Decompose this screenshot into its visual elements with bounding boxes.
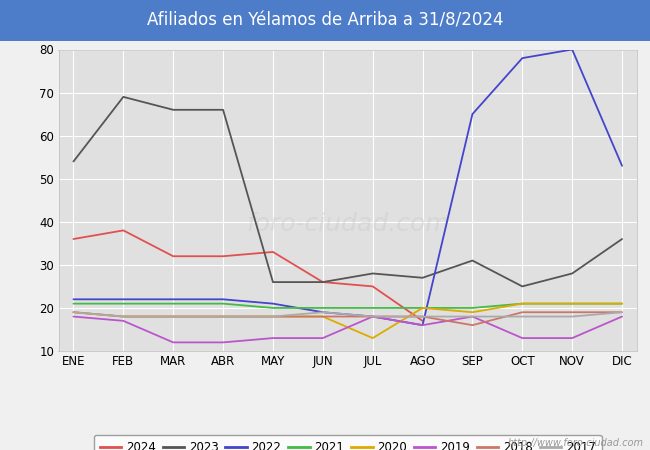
Text: Afiliados en Yélamos de Arriba a 31/8/2024: Afiliados en Yélamos de Arriba a 31/8/20… <box>147 11 503 29</box>
Legend: 2024, 2023, 2022, 2021, 2020, 2019, 2018, 2017: 2024, 2023, 2022, 2021, 2020, 2019, 2018… <box>94 435 602 450</box>
Text: http://www.foro-ciudad.com: http://www.foro-ciudad.com <box>508 438 644 448</box>
Text: foro-ciudad.com: foro-ciudad.com <box>246 212 450 236</box>
